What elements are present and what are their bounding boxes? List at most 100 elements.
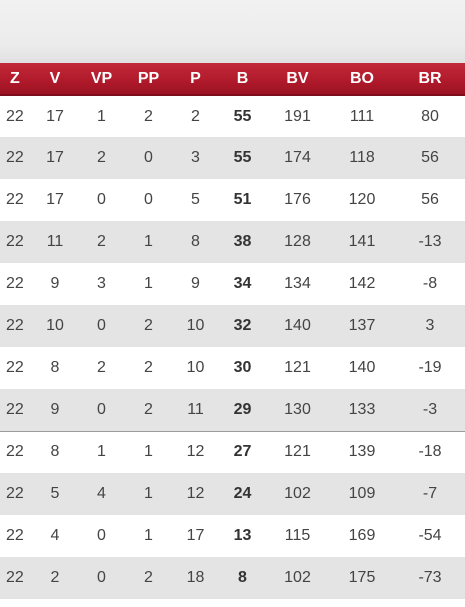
cell-points: 55 [233,107,252,125]
table-row[interactable]: 22 2 0 2 18 8 102 175 -73 [0,557,465,599]
header-losses[interactable]: P [172,63,219,96]
cell-games-played: 22 [6,359,24,376]
cell-goals-for: 102 [284,569,311,586]
cell-goals-against: 109 [348,485,376,502]
cell-goal-difference: 56 [421,149,439,166]
table-row[interactable]: 22 17 1 2 2 55 191 111 80 [0,95,465,137]
cell-goal-difference: 56 [421,191,439,208]
header-points[interactable]: B [219,63,266,96]
cell-overtime-losses: 1 [144,485,153,502]
header-games-played[interactable]: Z [0,63,32,96]
table-row[interactable]: 22 4 0 1 17 13 115 169 -54 [0,515,465,557]
table-row[interactable]: 22 9 3 1 9 34 134 142 -8 [0,263,465,305]
cell-overtime-losses: 2 [144,400,153,418]
cell-games-played: 22 [6,400,24,418]
cell-overtime-losses: 2 [144,317,153,334]
cell-goals-for: 121 [284,359,311,376]
header-wins[interactable]: V [32,63,78,96]
cell-wins: 5 [50,485,60,502]
table-row[interactable]: 22 8 2 2 10 30 121 140 -19 [0,347,465,389]
cell-overtime-losses: 0 [144,191,153,208]
table-row[interactable]: 22 10 0 2 10 32 140 137 3 [0,305,465,347]
cell-goals-against: 142 [348,275,376,292]
cell-points: 8 [238,569,247,586]
cell-games-played: 22 [6,149,24,166]
cell-goal-difference: 3 [425,317,435,334]
cell-losses: 9 [191,275,200,292]
cell-points: 34 [233,275,252,292]
cell-goals-against: 133 [348,400,376,418]
cell-losses: 8 [191,233,200,250]
cell-goal-difference: -3 [422,400,438,418]
cell-losses: 11 [187,400,204,418]
cell-points: 29 [233,400,252,418]
cell-goal-difference: -19 [418,359,442,376]
cell-losses: 5 [191,191,200,208]
header-goals-against[interactable]: BO [329,63,395,96]
table-row[interactable]: 22 17 2 0 3 55 174 118 56 [0,137,465,179]
cell-goal-difference: -54 [418,527,442,544]
cell-points: 13 [233,527,252,544]
cell-games-played: 22 [6,275,24,292]
header-row: Z V VP PP P B BV BO BR [0,63,465,96]
cell-points: 51 [233,191,252,208]
cell-points: 30 [233,359,252,376]
table-row[interactable]: 22 17 0 0 5 51 176 120 56 [0,179,465,221]
cell-losses: 3 [191,149,200,166]
header-overtime-losses[interactable]: PP [125,63,172,96]
cell-overtime-losses: 2 [144,359,153,376]
cell-goals-against: 175 [348,569,376,586]
table-body: 22 17 1 2 2 55 191 111 80 22 17 2 0 3 55 174 118 56 22 17 0 0… [0,95,465,599]
cell-goals-against: 118 [349,149,375,166]
cell-wins: 17 [46,149,64,166]
cell-losses: 18 [186,569,205,586]
table-row[interactable]: 22 11 2 1 8 38 128 141 -13 [0,221,465,263]
cell-games-played: 22 [6,233,24,250]
cell-goals-for: 191 [284,107,311,125]
cell-games-played: 22 [6,191,24,208]
cell-goals-against: 169 [348,527,376,544]
cell-overtime-wins: 0 [97,400,106,418]
cell-games-played: 22 [6,527,24,544]
cell-points: 38 [233,233,252,250]
header-goal-difference[interactable]: BR [395,63,465,96]
header-goals-for[interactable]: BV [266,63,329,96]
cell-overtime-losses: 1 [144,527,153,544]
cell-wins: 10 [46,317,64,334]
cell-points: 27 [219,430,266,473]
cell-losses: 10 [186,317,205,334]
cell-goals-against: 139 [329,430,395,473]
cell-goals-for: 128 [284,233,311,250]
cell-overtime-wins: 0 [97,317,106,334]
cell-goal-difference: -73 [418,569,442,586]
table-row[interactable]: 22 9 0 2 11 29 130 133 -3 [0,389,465,431]
cell-goals-for: 134 [284,275,311,292]
cell-goal-difference: 80 [421,107,439,125]
table-row[interactable]: 22 8 1 1 12 27 121 139 -18 [0,430,465,473]
cell-games-played: 22 [6,107,24,125]
cell-losses: 10 [186,359,205,376]
cell-overtime-wins: 0 [97,527,106,544]
cell-overtime-wins: 2 [97,149,106,166]
cell-games-played: 22 [6,569,24,586]
cell-goal-difference: -18 [395,430,465,473]
cell-losses: 12 [172,430,219,473]
header-overtime-wins[interactable]: VP [78,63,125,96]
top-band [0,0,465,63]
cell-points: 24 [233,485,252,502]
cell-goals-against: 111 [349,107,375,125]
cell-wins: 4 [50,527,60,544]
cell-games-played: 22 [0,430,32,473]
cell-points: 32 [233,317,252,334]
cell-goals-for: 102 [284,485,311,502]
cell-wins: 9 [50,400,60,418]
cell-losses: 17 [186,527,205,544]
cell-overtime-losses: 1 [144,275,153,292]
cell-goals-for: 121 [266,430,329,473]
cell-goals-against: 137 [348,317,376,334]
cell-overtime-losses: 2 [144,107,153,125]
table-row[interactable]: 22 5 4 1 12 24 102 109 -7 [0,473,465,515]
cell-points: 55 [233,149,252,166]
cell-losses: 12 [186,485,205,502]
